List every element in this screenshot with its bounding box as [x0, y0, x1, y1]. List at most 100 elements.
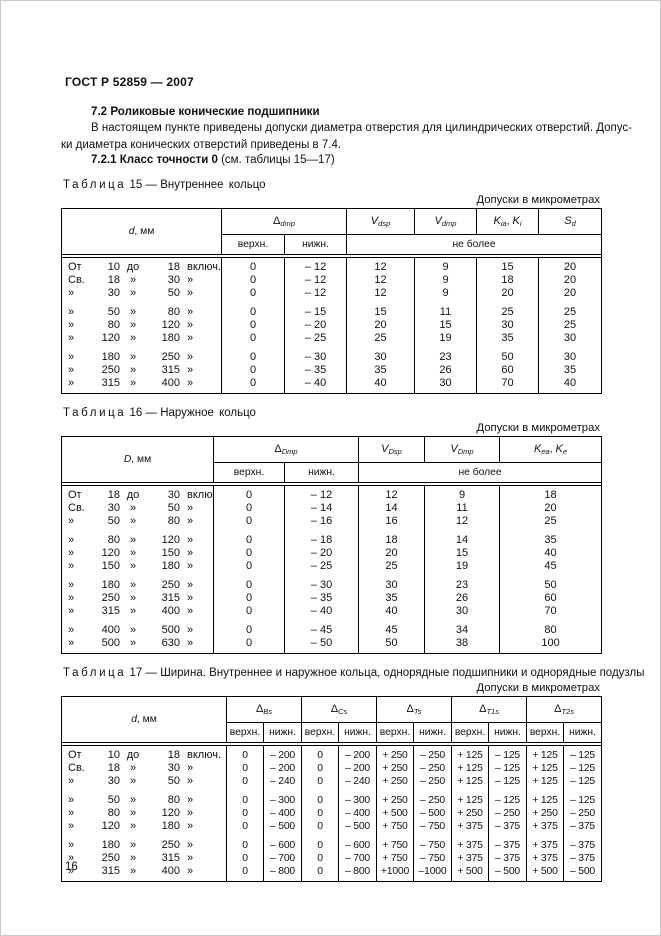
range-part: »: [187, 560, 194, 572]
value-cell: 15: [424, 547, 501, 560]
col-header-upper: верхн.: [526, 722, 565, 743]
value-cell: 0: [221, 345, 285, 364]
table16-caption: Таблица 16 — Наружное кольцо: [63, 407, 600, 419]
value-cell: 70: [499, 605, 603, 618]
value-cell: 30: [476, 319, 540, 332]
range-part: 180: [161, 560, 180, 572]
col-header-upper: верхн.: [451, 722, 490, 743]
range-part: »: [187, 547, 194, 559]
range-part: 250: [161, 579, 180, 591]
col-header-delta-Cs: ΔCs: [301, 696, 377, 723]
table17-header: d, мм ΔBs ΔCs ΔTs ΔT1s ΔT2s верхн. нижн.…: [60, 696, 603, 746]
col-header-v-dsp: Vdsp: [346, 208, 416, 235]
range-part: 400: [161, 605, 180, 617]
range-part: »: [187, 637, 194, 649]
table-row: » 250 » 315 » 0– 35 35 26 60: [61, 592, 603, 605]
range-part: »: [129, 839, 137, 851]
range-part: включ.: [187, 749, 221, 761]
range-part: 120: [101, 820, 120, 832]
col-header-upper: верхн.: [226, 722, 264, 743]
range-part: »: [68, 579, 75, 591]
range-part: »: [129, 579, 137, 591]
range-part: »: [129, 515, 137, 527]
value-cell: – 600: [338, 833, 377, 852]
size-range-cell: » 120 » 150 »: [61, 547, 214, 560]
range-part: »: [129, 820, 137, 832]
range-part: От: [68, 489, 82, 501]
header-separator: [60, 254, 603, 258]
value-cell: 23: [424, 573, 501, 592]
range-part: 80: [167, 515, 180, 527]
value-cell: 80: [499, 618, 603, 637]
value-cell: 0: [226, 865, 264, 882]
value-cell: – 375: [488, 833, 528, 852]
paragraph-line: В настоящем пункте приведены допуски диа…: [91, 122, 632, 134]
value-cell: 60: [476, 364, 540, 377]
table-row: » 50» 80» 0– 300 0– 300 + 250– 250 + 125– 125 +…: [61, 788, 603, 807]
value-cell: – 800: [263, 865, 302, 882]
value-cell: 19: [414, 332, 478, 345]
size-range-cell: » 250 » 315 »: [61, 364, 222, 377]
value-cell: 0: [301, 762, 339, 775]
range-part: »: [187, 820, 194, 832]
value-cell: – 700: [263, 852, 302, 865]
value-cell: 18: [476, 274, 540, 287]
range-part: »: [129, 592, 137, 604]
size-range-cell: » 120 » 180 »: [61, 820, 227, 833]
value-cell: – 12: [283, 287, 348, 300]
value-cell: – 125: [563, 745, 603, 762]
range-part: »: [68, 865, 75, 877]
value-cell: 0: [221, 257, 285, 274]
value-cell: – 375: [563, 820, 603, 833]
range-part: »: [68, 775, 75, 787]
col-header-lower: нижн.: [488, 722, 528, 743]
table-row: » 120 » 150 » 0– 20 20 15 40: [61, 547, 603, 560]
range-part: »: [68, 807, 75, 819]
range-part: 18: [167, 749, 180, 761]
value-cell: 0: [213, 592, 285, 605]
size-range-cell: Св. 30 » 50 »: [61, 502, 214, 515]
header-separator: [60, 742, 603, 746]
value-cell: – 30: [283, 573, 360, 592]
value-cell: 19: [424, 560, 501, 573]
value-cell: 25: [476, 300, 540, 319]
value-cell: 14: [358, 502, 426, 515]
value-cell: – 375: [488, 852, 528, 865]
value-cell: 20: [538, 274, 603, 287]
range-part: 10: [107, 749, 120, 761]
table-row: » 120 » 180 » 0– 25 25 19 35 30: [61, 332, 603, 345]
value-cell: 25: [538, 319, 603, 332]
range-part: »: [129, 332, 137, 344]
size-range-cell: Св. 18 » 30 »: [61, 274, 222, 287]
value-cell: 40: [538, 377, 603, 394]
col-header-k: Kea, Ke: [499, 436, 603, 463]
value-cell: + 250: [526, 807, 565, 820]
range-part: 180: [101, 351, 120, 363]
value-cell: 26: [424, 592, 501, 605]
caption-title: Ширина. Внутреннее и наружное кольца, од…: [160, 667, 645, 679]
value-cell: – 30: [283, 345, 348, 364]
range-part: 500: [101, 637, 120, 649]
value-cell: – 400: [263, 807, 302, 820]
value-cell: 0: [226, 852, 264, 865]
col-header-v-Dmp: VDmp: [424, 436, 501, 463]
range-part: »: [68, 794, 75, 806]
range-part: »: [68, 852, 75, 864]
value-cell: 70: [476, 377, 540, 394]
size-range-cell: » 50 » 80 »: [61, 515, 214, 528]
value-cell: 0: [301, 807, 339, 820]
range-part: 80: [167, 306, 180, 318]
value-cell: 11: [424, 502, 501, 515]
caption-number: 15: [129, 179, 143, 191]
range-part: »: [187, 377, 194, 389]
value-cell: + 500: [376, 807, 414, 820]
section-title: 7.2 Роликовые конические подшипники: [91, 105, 320, 118]
range-part: »: [129, 547, 137, 559]
value-cell: 0: [221, 364, 285, 377]
value-cell: 40: [346, 377, 416, 394]
range-part: »: [187, 287, 194, 299]
range-part: »: [187, 364, 194, 376]
col-header-v-dmp: Vdmp: [414, 208, 478, 235]
caption-number: 16: [129, 407, 143, 419]
